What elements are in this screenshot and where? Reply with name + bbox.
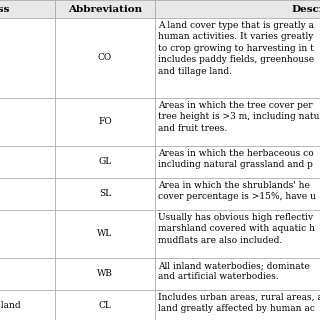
Text: CL: CL [99, 301, 111, 310]
Bar [155, 0, 320, 18]
Text: FO: FO [98, 117, 112, 126]
Text: Areas in which the herbaceous co
including natural grassland and p: Areas in which the herbaceous co includi… [158, 149, 314, 170]
Bar [0, 18, 55, 98]
Text: SL: SL [99, 189, 111, 198]
Bar [155, 98, 320, 146]
Bar [55, 98, 155, 146]
Bar [0, 210, 55, 258]
Bar [0, 290, 55, 320]
Text: Construction land: Construction land [0, 301, 20, 310]
Bar [155, 290, 320, 320]
Bar [0, 98, 55, 146]
Text: CO: CO [98, 53, 112, 62]
Text: Abbreviation: Abbreviation [68, 4, 142, 13]
Bar [55, 290, 155, 320]
Text: GL: GL [98, 157, 112, 166]
Text: Class: Class [0, 4, 10, 13]
Text: WL: WL [97, 229, 113, 238]
Bar [155, 18, 320, 98]
Text: Includes urban areas, rural areas, a
land greatly affected by human ac: Includes urban areas, rural areas, a lan… [158, 293, 320, 314]
Bar [0, 0, 55, 18]
Bar [55, 210, 155, 258]
Bar [55, 178, 155, 210]
Bar [155, 258, 320, 290]
Bar [0, 178, 55, 210]
Bar [55, 0, 155, 18]
Bar [155, 146, 320, 178]
Bar [0, 258, 55, 290]
Bar [155, 178, 320, 210]
Bar [155, 210, 320, 258]
Bar [55, 18, 155, 98]
Text: A land cover type that is greatly a
human activities. It varies greatly
to crop : A land cover type that is greatly a huma… [158, 21, 314, 76]
Bar [55, 258, 155, 290]
Text: Areas in which the tree cover per
tree height is >3 m, including natu
and fruit : Areas in which the tree cover per tree h… [158, 101, 319, 133]
Bar [0, 146, 55, 178]
Text: WB: WB [97, 269, 113, 278]
Text: Usually has obvious high reflectiv
marshland covered with aquatic h
mudflats are: Usually has obvious high reflectiv marsh… [158, 213, 315, 245]
Text: Description: Description [291, 4, 320, 13]
Text: All inland waterbodies; dominate
and artificial waterbodies.: All inland waterbodies; dominate and art… [158, 261, 310, 282]
Text: Area in which the shrublands' he
cover percentage is >15%, have u: Area in which the shrublands' he cover p… [158, 181, 316, 202]
Bar [55, 146, 155, 178]
